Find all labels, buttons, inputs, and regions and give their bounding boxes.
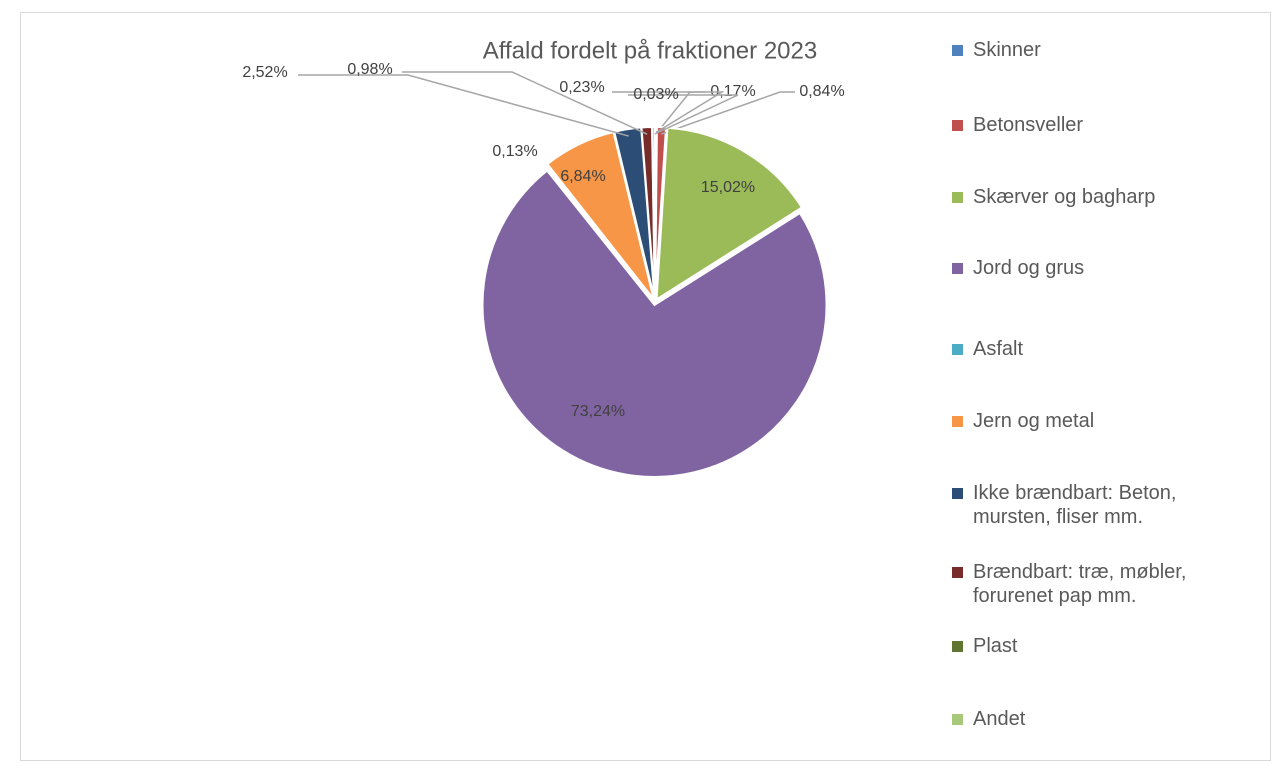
legend-item: Skærver og bagharp (952, 185, 1252, 209)
leader-line (298, 74, 629, 137)
pie-slice (655, 126, 804, 302)
legend-swatch (952, 263, 963, 274)
leader-line (628, 94, 739, 135)
data-label: 0,84% (799, 83, 844, 100)
legend-item: Plast (952, 634, 1252, 658)
legend-label: Ikke brændbart: Beton, mursten, fliser m… (973, 482, 1177, 528)
legend-item: Jern og metal (952, 409, 1252, 433)
legend-item: Asfalt (952, 337, 1252, 361)
legend-swatch (952, 45, 963, 56)
data-label: 73,24% (571, 403, 625, 420)
data-label: 15,02% (701, 179, 755, 196)
legend-swatch (952, 192, 963, 203)
data-label: 0,98% (347, 61, 392, 78)
legend-item: Ikke brændbart: Beton, mursten, fliser m… (952, 481, 1252, 529)
legend-label: Skærver og bagharp (973, 186, 1156, 208)
leader-line (402, 71, 648, 135)
legend-swatch (952, 567, 963, 578)
legend-label: Skinner (973, 39, 1041, 61)
legend-item: Andet (952, 707, 1252, 731)
legend-swatch (952, 416, 963, 427)
legend-label: Betonsveller (973, 114, 1084, 136)
legend-item: Skinner (952, 38, 1252, 62)
leader-line (660, 91, 795, 135)
data-label: 0,03% (633, 86, 678, 103)
legend-item: Jord og grus (952, 256, 1252, 280)
data-label: 0,13% (492, 143, 537, 160)
legend-label: Andet (973, 708, 1026, 730)
pie-slice (654, 126, 668, 300)
legend-swatch (952, 344, 963, 355)
legend-swatch (952, 714, 963, 725)
legend-swatch (952, 488, 963, 499)
data-label: 0,17% (710, 83, 755, 100)
legend-label: Jord og grus (973, 257, 1085, 279)
legend-swatch (952, 641, 963, 652)
leader-line (612, 91, 725, 135)
data-label: 2,52% (242, 64, 287, 81)
legend-item: Betonsveller (952, 113, 1252, 137)
legend-label: Plast (973, 635, 1018, 657)
legend-swatch (952, 120, 963, 131)
legend-label: Jern og metal (973, 410, 1095, 432)
data-label: 6,84% (560, 168, 605, 185)
legend-item: Brændbart: træ, møbler, forurenet pap mm… (952, 560, 1252, 608)
pie-slice (481, 169, 828, 478)
chart-title: Affald fordelt på fraktioner 2023 (483, 37, 817, 64)
legend-label: Asfalt (973, 338, 1024, 360)
legend-label: Brændbart: træ, møbler, forurenet pap mm… (973, 561, 1187, 607)
data-label: 0,23% (559, 79, 604, 96)
